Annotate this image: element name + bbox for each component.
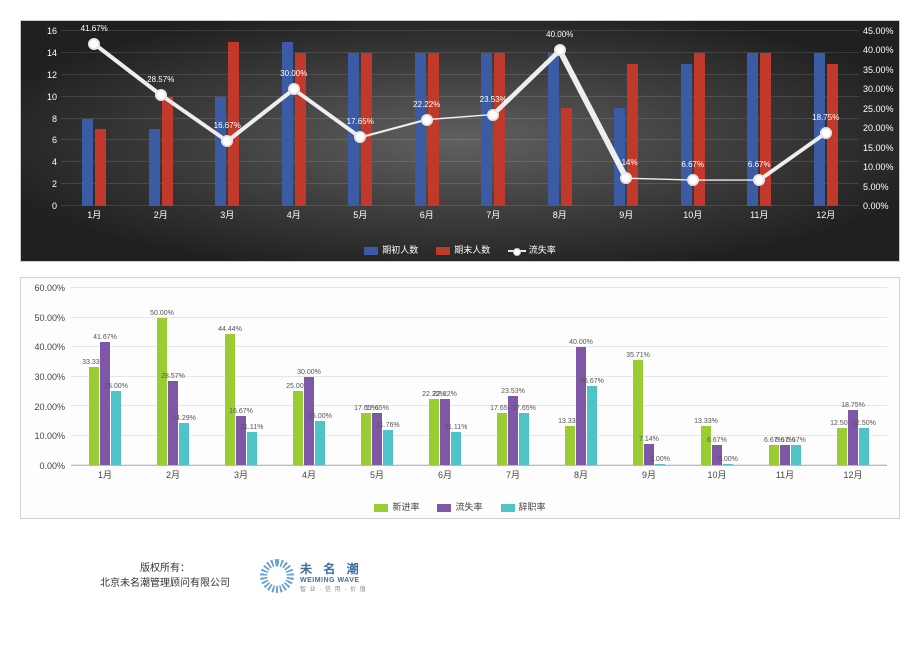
bar: 6.67% <box>780 445 790 465</box>
x-category: 11月 <box>751 468 819 484</box>
bar: 17.65% <box>361 413 371 465</box>
x-category: 10月 <box>683 468 751 484</box>
x-category: 9月 <box>615 468 683 484</box>
bar: 25.00% <box>293 391 303 465</box>
bar <box>282 42 293 206</box>
copyright-line1: 版权所有： <box>100 561 230 576</box>
footer: 版权所有： 北京未名潮管理顾问有限公司 未 名 潮 WEIMING WAVE 智… <box>20 559 900 593</box>
logo-text-cn: 未 名 潮 <box>300 560 367 577</box>
legend-label: 辞职率 <box>519 502 546 512</box>
x-category: 8月 <box>527 208 594 226</box>
bar <box>149 129 160 206</box>
bar: 33.33% <box>89 367 99 465</box>
bar: 44.44% <box>225 334 235 465</box>
x-category: 12月 <box>819 468 887 484</box>
legend-label: 期初人数 <box>382 245 418 255</box>
x-category: 5月 <box>343 468 411 484</box>
bar <box>494 53 505 206</box>
bar: 11.11% <box>451 432 461 465</box>
x-category: 9月 <box>593 208 660 226</box>
x-category: 2月 <box>139 468 207 484</box>
bar <box>614 108 625 206</box>
x-category: 1月 <box>61 208 128 226</box>
bar <box>627 64 638 206</box>
bar: 13.33% <box>565 426 575 465</box>
logo-text-en: WEIMING WAVE <box>300 577 367 584</box>
bar: 18.75% <box>848 410 858 465</box>
chart2-legend: 新进率 流失率 辞职率 <box>21 500 899 513</box>
bar: 41.67% <box>100 342 110 465</box>
bar <box>82 119 93 207</box>
legend-label: 期末人数 <box>454 245 490 255</box>
bar <box>561 108 572 206</box>
bar: 30.00% <box>304 377 314 466</box>
bar: 13.33% <box>701 426 711 465</box>
bar: 35.71% <box>633 360 643 465</box>
x-category: 11月 <box>726 208 793 226</box>
bar: 17.65% <box>519 413 529 465</box>
x-category: 7月 <box>460 208 527 226</box>
x-category: 3月 <box>207 468 275 484</box>
copyright-line2: 北京未名潮管理顾问有限公司 <box>100 576 230 591</box>
logo-text-sub: 智 业 · 信 用 · 价 值 <box>300 584 367 593</box>
bar <box>428 53 439 206</box>
bar: 14.29% <box>179 423 189 465</box>
logo: 未 名 潮 WEIMING WAVE 智 业 · 信 用 · 价 值 <box>260 559 367 593</box>
bar: 0.00% <box>655 464 665 465</box>
chart1-legend: 期初人数 期末人数 流失率 <box>21 243 899 256</box>
bar <box>348 53 359 206</box>
bar: 0.00% <box>723 464 733 465</box>
bar: 50.00% <box>157 318 167 466</box>
bar <box>361 53 372 206</box>
bar: 15.00% <box>315 421 325 465</box>
logo-icon <box>260 559 294 593</box>
chart-rates: 0.00%10.00%20.00%30.00%40.00%50.00%60.00… <box>20 277 900 519</box>
bar <box>481 53 492 206</box>
x-category: 7月 <box>479 468 547 484</box>
bar: 22.22% <box>440 399 450 465</box>
bar <box>95 129 106 206</box>
x-category: 12月 <box>793 208 860 226</box>
legend-label: 新进率 <box>392 502 419 512</box>
bar: 6.67% <box>791 445 801 465</box>
x-category: 10月 <box>660 208 727 226</box>
x-category: 6月 <box>394 208 461 226</box>
x-category: 3月 <box>194 208 261 226</box>
x-category: 6月 <box>411 468 479 484</box>
bar <box>215 97 226 206</box>
bar: 6.67% <box>769 445 779 465</box>
x-category: 4月 <box>261 208 328 226</box>
legend-label: 流失率 <box>529 245 556 255</box>
bar: 40.00% <box>576 347 586 465</box>
bar: 16.67% <box>236 416 246 465</box>
bar: 28.57% <box>168 381 178 465</box>
bar <box>162 97 173 206</box>
x-category: 5月 <box>327 208 394 226</box>
x-category: 8月 <box>547 468 615 484</box>
chart-headcount-turnover: 0246810121416 0.00%5.00%10.00%15.00%20.0… <box>20 20 900 262</box>
bar: 12.50% <box>837 428 847 465</box>
bar: 26.67% <box>587 386 597 465</box>
copyright: 版权所有： 北京未名潮管理顾问有限公司 <box>100 561 230 591</box>
bar: 12.50% <box>859 428 869 465</box>
x-category: 4月 <box>275 468 343 484</box>
bar: 11.76% <box>383 430 393 465</box>
legend-label: 流失率 <box>455 502 482 512</box>
x-category: 2月 <box>128 208 195 226</box>
bar: 25.00% <box>111 391 121 465</box>
bar <box>415 53 426 206</box>
x-category: 1月 <box>71 468 139 484</box>
bar: 22.22% <box>429 399 439 465</box>
bar: 11.11% <box>247 432 257 465</box>
bar <box>548 53 559 206</box>
bar: 17.65% <box>497 413 507 465</box>
bar: 17.65% <box>372 413 382 465</box>
